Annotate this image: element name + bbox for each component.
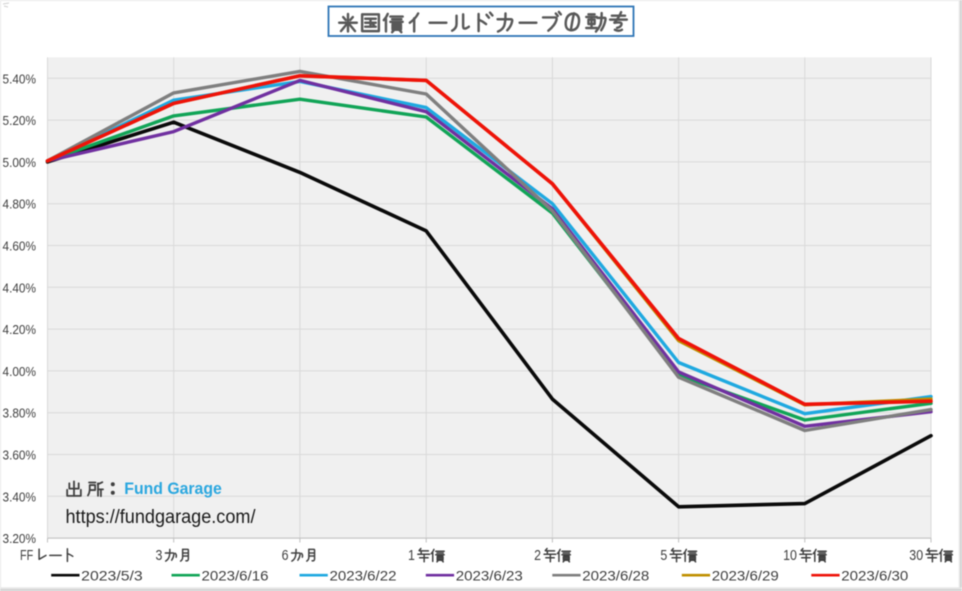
svg-text:2023/6/16: 2023/6/16 bbox=[202, 569, 269, 585]
svg-text:6: 6 bbox=[282, 548, 289, 564]
svg-text:2023/6/28: 2023/6/28 bbox=[582, 569, 649, 585]
svg-text:2023/6/23: 2023/6/23 bbox=[456, 569, 523, 585]
svg-text:1: 1 bbox=[408, 548, 415, 564]
svg-text:4.20%: 4.20% bbox=[3, 322, 37, 337]
svg-text:4.60%: 4.60% bbox=[3, 239, 37, 254]
svg-text:3.80%: 3.80% bbox=[3, 406, 37, 421]
svg-text:https://fundgarage.com/: https://fundgarage.com/ bbox=[66, 507, 257, 528]
svg-text:4.80%: 4.80% bbox=[3, 197, 37, 212]
svg-text:2023/6/22: 2023/6/22 bbox=[330, 569, 397, 585]
svg-text:FF: FF bbox=[20, 548, 33, 564]
svg-text:2: 2 bbox=[534, 548, 541, 564]
svg-text:3.60%: 3.60% bbox=[3, 448, 37, 463]
svg-text:3.20%: 3.20% bbox=[3, 531, 37, 546]
svg-text:5.40%: 5.40% bbox=[3, 71, 37, 86]
svg-text:5: 5 bbox=[660, 548, 667, 564]
svg-text:5.20%: 5.20% bbox=[3, 113, 37, 128]
svg-text:3.40%: 3.40% bbox=[3, 489, 37, 504]
svg-text:2023/5/3: 2023/5/3 bbox=[81, 569, 143, 585]
svg-text:2023/6/30: 2023/6/30 bbox=[841, 569, 908, 585]
svg-text:2023/6/29: 2023/6/29 bbox=[712, 569, 779, 585]
svg-text:10: 10 bbox=[783, 548, 797, 564]
svg-text:30: 30 bbox=[909, 548, 923, 564]
svg-text:4.40%: 4.40% bbox=[3, 280, 37, 295]
svg-text:3: 3 bbox=[155, 548, 162, 564]
svg-text:5.00%: 5.00% bbox=[3, 155, 37, 170]
svg-text:4.00%: 4.00% bbox=[3, 364, 37, 379]
svg-text:Fund Garage: Fund Garage bbox=[124, 480, 222, 498]
